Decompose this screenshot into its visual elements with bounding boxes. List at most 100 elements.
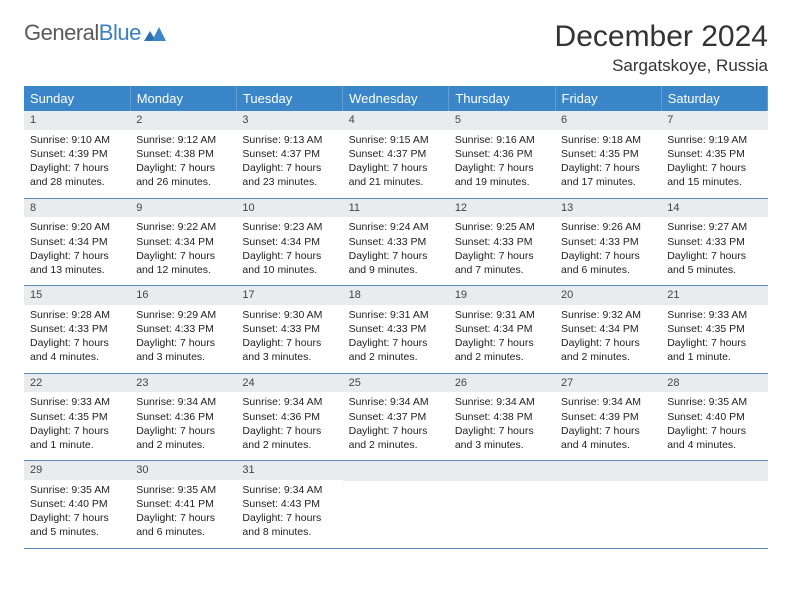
sunrise-text: Sunrise: 9:25 AM — [455, 220, 549, 234]
sunset-text: Sunset: 4:35 PM — [561, 147, 655, 161]
sunset-text: Sunset: 4:33 PM — [242, 322, 336, 336]
sunrise-text: Sunrise: 9:33 AM — [667, 308, 761, 322]
calendar-day-cell: 16Sunrise: 9:29 AMSunset: 4:33 PMDayligh… — [130, 286, 236, 374]
day-number: 17 — [236, 286, 342, 305]
sunrise-text: Sunrise: 9:16 AM — [455, 133, 549, 147]
calendar-day-cell: 27Sunrise: 9:34 AMSunset: 4:39 PMDayligh… — [555, 373, 661, 461]
day-number: 10 — [236, 199, 342, 218]
sunset-text: Sunset: 4:34 PM — [242, 235, 336, 249]
daylight-text: Daylight: 7 hours and 3 minutes. — [136, 336, 230, 364]
day-number: 5 — [449, 111, 555, 130]
day-content: Sunrise: 9:34 AMSunset: 4:38 PMDaylight:… — [449, 392, 555, 460]
sunrise-text: Sunrise: 9:34 AM — [349, 395, 443, 409]
sunrise-text: Sunrise: 9:32 AM — [561, 308, 655, 322]
calendar-day-cell: 17Sunrise: 9:30 AMSunset: 4:33 PMDayligh… — [236, 286, 342, 374]
sunset-text: Sunset: 4:35 PM — [667, 322, 761, 336]
day-content: Sunrise: 9:33 AMSunset: 4:35 PMDaylight:… — [661, 305, 767, 373]
daylight-text: Daylight: 7 hours and 10 minutes. — [242, 249, 336, 277]
sunset-text: Sunset: 4:39 PM — [561, 410, 655, 424]
day-number: 28 — [661, 374, 767, 393]
day-content: Sunrise: 9:19 AMSunset: 4:35 PMDaylight:… — [661, 130, 767, 198]
day-number: 12 — [449, 199, 555, 218]
calendar-day-cell — [449, 461, 555, 549]
calendar-week-row: 8Sunrise: 9:20 AMSunset: 4:34 PMDaylight… — [24, 198, 768, 286]
sunrise-text: Sunrise: 9:24 AM — [349, 220, 443, 234]
daylight-text: Daylight: 7 hours and 8 minutes. — [242, 511, 336, 539]
sunset-text: Sunset: 4:38 PM — [455, 410, 549, 424]
daylight-text: Daylight: 7 hours and 9 minutes. — [349, 249, 443, 277]
sunset-text: Sunset: 4:41 PM — [136, 497, 230, 511]
calendar-day-cell: 13Sunrise: 9:26 AMSunset: 4:33 PMDayligh… — [555, 198, 661, 286]
daylight-text: Daylight: 7 hours and 6 minutes. — [136, 511, 230, 539]
sunset-text: Sunset: 4:34 PM — [136, 235, 230, 249]
sunrise-text: Sunrise: 9:28 AM — [30, 308, 124, 322]
day-content: Sunrise: 9:34 AMSunset: 4:36 PMDaylight:… — [236, 392, 342, 460]
day-content: Sunrise: 9:35 AMSunset: 4:40 PMDaylight:… — [661, 392, 767, 460]
sunrise-text: Sunrise: 9:26 AM — [561, 220, 655, 234]
day-content: Sunrise: 9:10 AMSunset: 4:39 PMDaylight:… — [24, 130, 130, 198]
sunset-text: Sunset: 4:36 PM — [242, 410, 336, 424]
header: GeneralBlue December 2024 Sargatskoye, R… — [24, 20, 768, 76]
sunrise-text: Sunrise: 9:34 AM — [455, 395, 549, 409]
daylight-text: Daylight: 7 hours and 19 minutes. — [455, 161, 549, 189]
sunset-text: Sunset: 4:43 PM — [242, 497, 336, 511]
day-number: 14 — [661, 199, 767, 218]
calendar-day-cell: 10Sunrise: 9:23 AMSunset: 4:34 PMDayligh… — [236, 198, 342, 286]
calendar-day-cell: 21Sunrise: 9:33 AMSunset: 4:35 PMDayligh… — [661, 286, 767, 374]
daylight-text: Daylight: 7 hours and 26 minutes. — [136, 161, 230, 189]
daylight-text: Daylight: 7 hours and 3 minutes. — [455, 424, 549, 452]
calendar-day-cell: 8Sunrise: 9:20 AMSunset: 4:34 PMDaylight… — [24, 198, 130, 286]
calendar-day-cell: 9Sunrise: 9:22 AMSunset: 4:34 PMDaylight… — [130, 198, 236, 286]
day-number: 19 — [449, 286, 555, 305]
sunset-text: Sunset: 4:34 PM — [30, 235, 124, 249]
day-content: Sunrise: 9:31 AMSunset: 4:33 PMDaylight:… — [343, 305, 449, 373]
day-number: 2 — [130, 111, 236, 130]
daylight-text: Daylight: 7 hours and 6 minutes. — [561, 249, 655, 277]
title-block: December 2024 Sargatskoye, Russia — [555, 20, 768, 76]
day-number: 4 — [343, 111, 449, 130]
day-content: Sunrise: 9:22 AMSunset: 4:34 PMDaylight:… — [130, 217, 236, 285]
day-content: Sunrise: 9:12 AMSunset: 4:38 PMDaylight:… — [130, 130, 236, 198]
day-content: Sunrise: 9:25 AMSunset: 4:33 PMDaylight:… — [449, 217, 555, 285]
day-content: Sunrise: 9:35 AMSunset: 4:41 PMDaylight:… — [130, 480, 236, 548]
day-number: 26 — [449, 374, 555, 393]
sunrise-text: Sunrise: 9:35 AM — [30, 483, 124, 497]
calendar-day-cell: 23Sunrise: 9:34 AMSunset: 4:36 PMDayligh… — [130, 373, 236, 461]
weekday-header: Friday — [555, 86, 661, 111]
calendar-week-row: 15Sunrise: 9:28 AMSunset: 4:33 PMDayligh… — [24, 286, 768, 374]
sunset-text: Sunset: 4:35 PM — [30, 410, 124, 424]
day-content: Sunrise: 9:24 AMSunset: 4:33 PMDaylight:… — [343, 217, 449, 285]
calendar-header-row: Sunday Monday Tuesday Wednesday Thursday… — [24, 86, 768, 111]
brand-word1: General — [24, 20, 99, 46]
sunset-text: Sunset: 4:37 PM — [242, 147, 336, 161]
day-content — [343, 481, 449, 544]
weekday-header: Saturday — [661, 86, 767, 111]
calendar-table: Sunday Monday Tuesday Wednesday Thursday… — [24, 86, 768, 549]
daylight-text: Daylight: 7 hours and 1 minute. — [30, 424, 124, 452]
sunset-text: Sunset: 4:40 PM — [30, 497, 124, 511]
day-number: 24 — [236, 374, 342, 393]
day-number: 3 — [236, 111, 342, 130]
day-number: 1 — [24, 111, 130, 130]
daylight-text: Daylight: 7 hours and 5 minutes. — [667, 249, 761, 277]
daylight-text: Daylight: 7 hours and 4 minutes. — [561, 424, 655, 452]
daylight-text: Daylight: 7 hours and 2 minutes. — [455, 336, 549, 364]
weekday-header: Tuesday — [236, 86, 342, 111]
day-content: Sunrise: 9:31 AMSunset: 4:34 PMDaylight:… — [449, 305, 555, 373]
day-number: 18 — [343, 286, 449, 305]
day-content: Sunrise: 9:26 AMSunset: 4:33 PMDaylight:… — [555, 217, 661, 285]
sunrise-text: Sunrise: 9:20 AM — [30, 220, 124, 234]
sunset-text: Sunset: 4:39 PM — [30, 147, 124, 161]
sunset-text: Sunset: 4:33 PM — [30, 322, 124, 336]
sunrise-text: Sunrise: 9:12 AM — [136, 133, 230, 147]
brand-logo: GeneralBlue — [24, 20, 166, 46]
calendar-day-cell: 14Sunrise: 9:27 AMSunset: 4:33 PMDayligh… — [661, 198, 767, 286]
sunset-text: Sunset: 4:35 PM — [667, 147, 761, 161]
day-content: Sunrise: 9:33 AMSunset: 4:35 PMDaylight:… — [24, 392, 130, 460]
daylight-text: Daylight: 7 hours and 4 minutes. — [30, 336, 124, 364]
daylight-text: Daylight: 7 hours and 2 minutes. — [242, 424, 336, 452]
daylight-text: Daylight: 7 hours and 28 minutes. — [30, 161, 124, 189]
day-number: 27 — [555, 374, 661, 393]
day-content: Sunrise: 9:32 AMSunset: 4:34 PMDaylight:… — [555, 305, 661, 373]
sunset-text: Sunset: 4:37 PM — [349, 147, 443, 161]
